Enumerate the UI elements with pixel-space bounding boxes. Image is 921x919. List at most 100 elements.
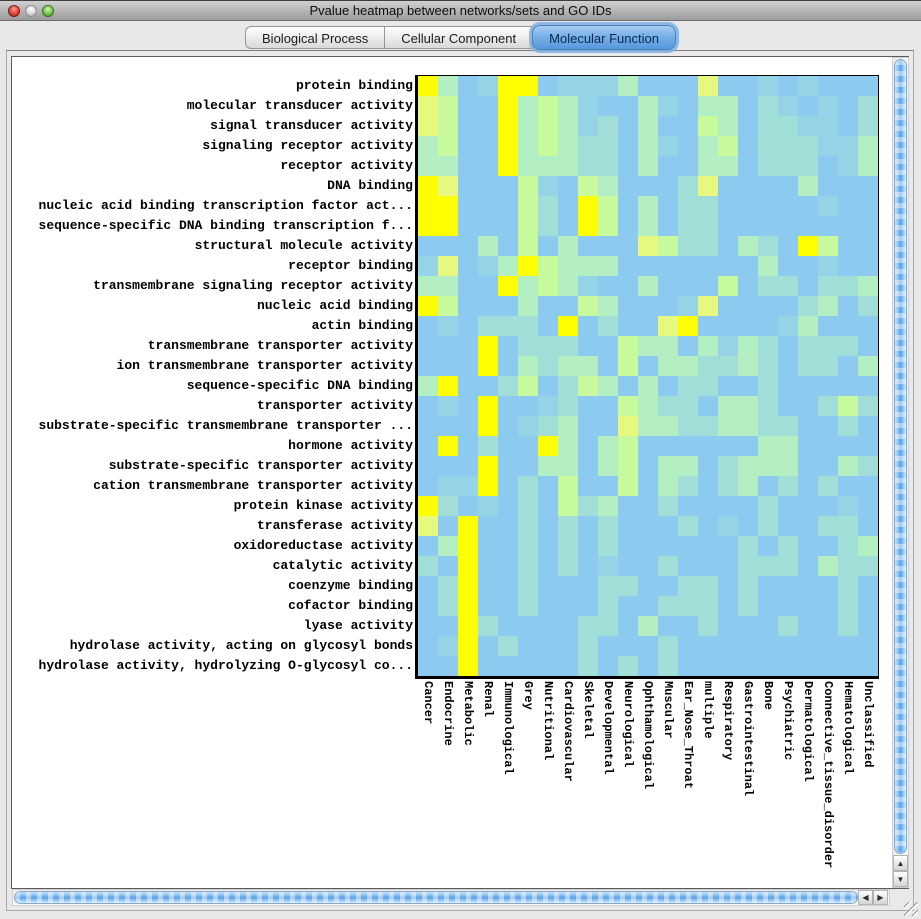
heatmap-cell xyxy=(598,216,618,236)
heatmap-cell xyxy=(538,176,558,196)
heatmap-cell xyxy=(478,476,498,496)
heatmap-cell xyxy=(518,636,538,656)
heatmap-cell xyxy=(438,176,458,196)
heatmap-cell xyxy=(678,276,698,296)
heatmap-cell xyxy=(798,456,818,476)
heatmap-cell xyxy=(518,316,538,336)
heatmap-cell xyxy=(618,656,638,676)
heatmap-cell xyxy=(698,356,718,376)
heatmap-cell xyxy=(418,356,438,376)
row-label: cation transmembrane transporter activit… xyxy=(93,478,413,493)
heatmap-cell xyxy=(498,376,518,396)
heatmap-cell xyxy=(618,316,638,336)
tab-biological-process[interactable]: Biological Process xyxy=(245,25,386,49)
heatmap-cell xyxy=(558,596,578,616)
heatmap-cell xyxy=(578,376,598,396)
heatmap-cell xyxy=(818,556,838,576)
heatmap-cell xyxy=(638,276,658,296)
heatmap-cell xyxy=(838,636,858,656)
heatmap-cell xyxy=(858,516,878,536)
heatmap-cell xyxy=(818,236,838,256)
heatmap-cell xyxy=(478,96,498,116)
row-label: sequence-specific DNA binding xyxy=(186,378,413,393)
heatmap-cell xyxy=(538,516,558,536)
heatmap-cell xyxy=(438,336,458,356)
heatmap-cell xyxy=(598,116,618,136)
heatmap-cell xyxy=(698,256,718,276)
minimize-button[interactable] xyxy=(25,5,37,17)
heatmap-cell xyxy=(578,636,598,656)
heatmap-cell xyxy=(678,96,698,116)
heatmap-cell xyxy=(738,336,758,356)
heatmap-cell xyxy=(778,256,798,276)
tab-molecular-function[interactable]: Molecular Function xyxy=(532,24,676,50)
heatmap-cell xyxy=(718,616,738,636)
heatmap-cell xyxy=(458,416,478,436)
heatmap-cell xyxy=(478,556,498,576)
zoom-button[interactable] xyxy=(42,5,54,17)
heatmap-cell xyxy=(678,216,698,236)
heatmap-cell xyxy=(798,556,818,576)
heatmap-cell xyxy=(858,336,878,356)
heatmap-cell xyxy=(838,116,858,136)
heatmap-cell xyxy=(438,516,458,536)
heatmap-cell xyxy=(858,616,878,636)
heatmap-cell xyxy=(618,96,638,116)
heatmap-cell xyxy=(678,436,698,456)
heatmap-cell xyxy=(858,96,878,116)
heatmap-cell xyxy=(838,136,858,156)
heatmap-cell xyxy=(818,196,838,216)
heatmap-cell xyxy=(858,316,878,336)
heatmap-cell xyxy=(678,76,698,96)
heatmap-cell xyxy=(598,316,618,336)
heatmap-cell xyxy=(458,396,478,416)
heatmap-cell xyxy=(638,456,658,476)
heatmap-cell xyxy=(718,476,738,496)
horizontal-scrollbar[interactable]: ◀ ▶ xyxy=(12,889,890,906)
heatmap-cell xyxy=(718,416,738,436)
heatmap-cell xyxy=(858,116,878,136)
heatmap-cell xyxy=(638,76,658,96)
heatmap-cell xyxy=(478,356,498,376)
heatmap-cell xyxy=(698,596,718,616)
heatmap-cell xyxy=(438,436,458,456)
heatmap-cell xyxy=(778,536,798,556)
heatmap-cell xyxy=(778,76,798,96)
heatmap-cell xyxy=(598,516,618,536)
heatmap-cell xyxy=(678,236,698,256)
heatmap-cell xyxy=(538,76,558,96)
heatmap-cell xyxy=(798,136,818,156)
resize-grip-icon[interactable] xyxy=(904,902,918,916)
col-label: Developmental xyxy=(601,681,615,775)
heatmap-cell xyxy=(698,576,718,596)
scroll-down-button[interactable]: ▼ xyxy=(893,871,908,887)
heatmap-cell xyxy=(638,576,658,596)
heatmap-cell xyxy=(718,196,738,216)
scroll-right-button[interactable]: ▶ xyxy=(873,890,888,905)
scroll-left-button[interactable]: ◀ xyxy=(858,890,873,905)
scroll-up-button[interactable]: ▲ xyxy=(893,855,908,871)
heatmap-cell xyxy=(678,116,698,136)
heatmap-cell xyxy=(778,176,798,196)
heatmap-cell xyxy=(698,296,718,316)
heatmap-cell xyxy=(818,116,838,136)
vertical-scrollbar[interactable]: ▲ ▼ xyxy=(892,57,909,888)
heatmap-cell xyxy=(478,76,498,96)
heatmap-cell xyxy=(578,236,598,256)
heatmap-cell xyxy=(678,396,698,416)
heatmap-cell xyxy=(638,376,658,396)
heatmap-cell xyxy=(438,656,458,676)
horizontal-scrollbar-thumb[interactable] xyxy=(14,891,858,904)
heatmap-cell xyxy=(418,476,438,496)
heatmap-cell xyxy=(798,436,818,456)
tab-cellular-component[interactable]: Cellular Component xyxy=(384,25,534,49)
heatmap-cell xyxy=(418,376,438,396)
heatmap-cell xyxy=(578,76,598,96)
heatmap-cell xyxy=(818,156,838,176)
heatmap-cell xyxy=(538,536,558,556)
heatmap-cell xyxy=(418,296,438,316)
heatmap-cell xyxy=(538,156,558,176)
vertical-scrollbar-thumb[interactable] xyxy=(894,59,907,854)
close-button[interactable] xyxy=(8,5,20,17)
